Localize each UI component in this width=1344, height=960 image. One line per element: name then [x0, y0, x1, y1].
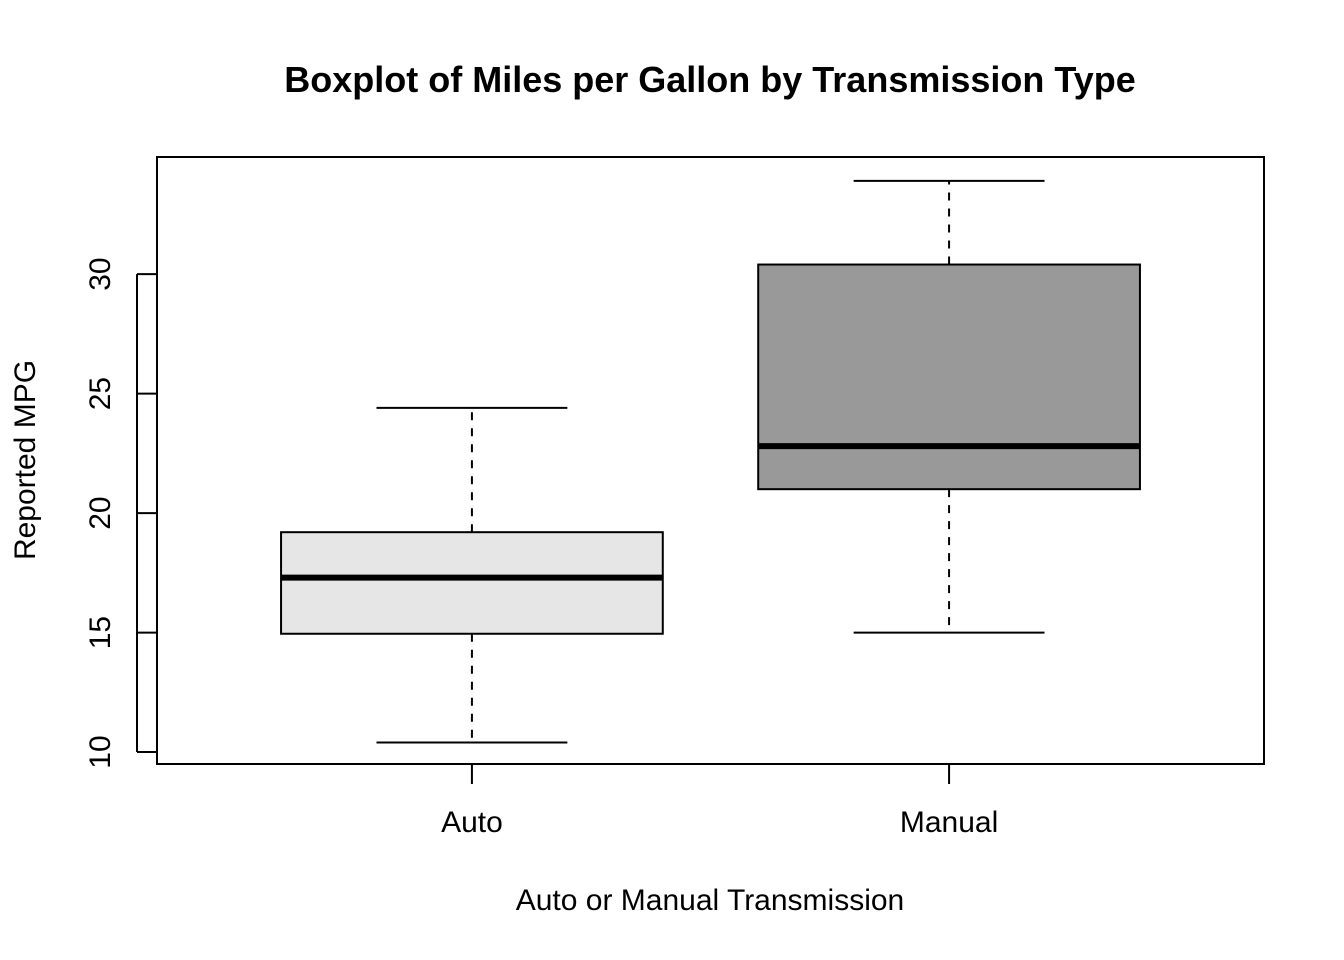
iqr-box: [757, 263, 1141, 491]
plot-frame: [156, 156, 1265, 765]
chart-title: Boxplot of Miles per Gallon by Transmiss…: [284, 59, 1135, 100]
y-tick-label: 10: [84, 735, 117, 768]
y-axis-label: Reported MPG: [9, 360, 42, 560]
x-tick-label: Manual: [900, 806, 998, 839]
iqr-box: [280, 531, 664, 635]
x-tick-label: Auto: [441, 806, 503, 839]
x-axis-label: Auto or Manual Transmission: [516, 884, 905, 917]
y-tick-label: 20: [84, 496, 117, 529]
box-group-auto: [280, 406, 664, 744]
x-axis: Auto Manual: [441, 764, 998, 839]
box-group-manual: [757, 179, 1141, 634]
boxes-layer: [280, 179, 1141, 744]
y-tick-label: 15: [84, 616, 117, 649]
y-axis: 10 15 20 25 30: [84, 257, 157, 769]
y-tick-label: 30: [84, 257, 117, 290]
y-tick-label: 25: [84, 377, 117, 410]
